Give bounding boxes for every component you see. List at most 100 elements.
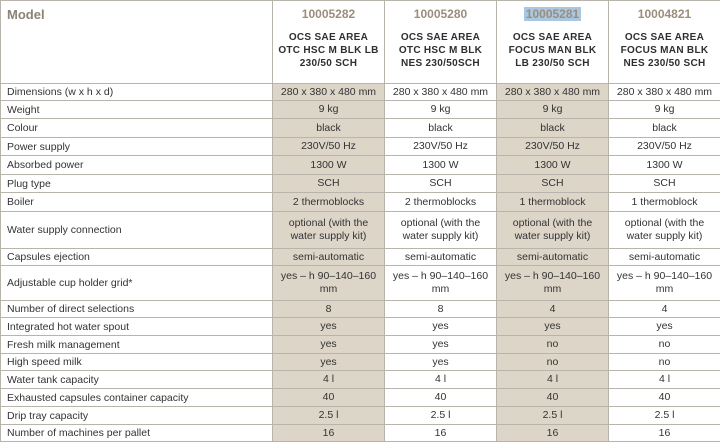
product-name: OCS SAE AREA FOCUS MAN BLK NES 230/50 SC… <box>613 31 716 70</box>
column-header: 10005280 OCS SAE AREA OTC HSC M BLK NES 2… <box>385 1 497 84</box>
cell-value: 1 thermoblock <box>497 193 609 212</box>
cell-value: 230V/50 Hz <box>609 138 720 156</box>
cell-value: yes – h 90–140–160 mm <box>609 266 720 301</box>
cell-value: 4 <box>497 301 609 318</box>
cell-value: 16 <box>497 425 609 442</box>
cell-value: black <box>273 119 385 138</box>
row-label: Adjustable cup holder grid* <box>1 266 273 301</box>
cell-value: 2 thermoblocks <box>273 193 385 212</box>
row-label: Plug type <box>1 175 273 193</box>
cell-value: semi-automatic <box>273 249 385 266</box>
cell-value: 280 x 380 x 480 mm <box>273 84 385 101</box>
cell-value: 4 l <box>385 371 497 389</box>
column-header: 10005281 OCS SAE AREA FOCUS MAN BLK LB 23… <box>497 1 609 84</box>
product-code: 10005280 <box>412 7 469 21</box>
cell-value: 230V/50 Hz <box>273 138 385 156</box>
row-label: Absorbed power <box>1 156 273 175</box>
row-label: Number of machines per pallet <box>1 425 273 442</box>
cell-value: 16 <box>273 425 385 442</box>
row-label: High speed milk <box>1 354 273 371</box>
row-label: Capsules ejection <box>1 249 273 266</box>
cell-value: 230V/50 Hz <box>385 138 497 156</box>
row-label: Number of direct selections <box>1 301 273 318</box>
row-label: Water tank capacity <box>1 371 273 389</box>
product-name: OCS SAE AREA OTC HSC M BLK LB 230/50 SCH <box>277 31 380 70</box>
cell-value: 9 kg <box>385 101 497 119</box>
cell-value: no <box>609 336 720 354</box>
cell-value: SCH <box>609 175 720 193</box>
row-label: Exhausted capsules container capacity <box>1 389 273 407</box>
cell-value: yes <box>385 354 497 371</box>
cell-value: 1300 W <box>497 156 609 175</box>
cell-value: black <box>497 119 609 138</box>
cell-value: yes <box>609 318 720 336</box>
cell-value: 2.5 l <box>385 407 497 425</box>
cell-value: 8 <box>273 301 385 318</box>
cell-value: 230V/50 Hz <box>497 138 609 156</box>
row-label: Weight <box>1 101 273 119</box>
cell-value: 40 <box>385 389 497 407</box>
cell-value: 2 thermoblocks <box>385 193 497 212</box>
cell-value: yes <box>273 336 385 354</box>
product-code: 10005281 <box>524 7 581 21</box>
cell-value: optional (with the water supply kit) <box>385 212 497 249</box>
table-body: Dimensions (w x h x d)280 x 380 x 480 mm… <box>1 84 720 442</box>
cell-value: SCH <box>273 175 385 193</box>
table-row: Dimensions (w x h x d)280 x 380 x 480 mm… <box>1 84 720 101</box>
cell-value: 280 x 380 x 480 mm <box>497 84 609 101</box>
cell-value: 8 <box>385 301 497 318</box>
cell-value: no <box>497 354 609 371</box>
cell-value: 40 <box>497 389 609 407</box>
header-label: Model <box>1 1 273 84</box>
cell-value: yes – h 90–140–160 mm <box>497 266 609 301</box>
cell-value: no <box>609 354 720 371</box>
row-label: Fresh milk management <box>1 336 273 354</box>
cell-value: 9 kg <box>497 101 609 119</box>
product-code: 10005282 <box>300 7 357 21</box>
column-header: 10005282 OCS SAE AREA OTC HSC M BLK LB 23… <box>273 1 385 84</box>
cell-value: yes <box>273 318 385 336</box>
cell-value: 4 <box>609 301 720 318</box>
cell-value: semi-automatic <box>609 249 720 266</box>
header-row: Model 10005282 OCS SAE AREA OTC HSC M BLK… <box>1 1 720 84</box>
cell-value: 2.5 l <box>497 407 609 425</box>
cell-value: yes – h 90–140–160 mm <box>385 266 497 301</box>
cell-value: 16 <box>609 425 720 442</box>
cell-value: black <box>385 119 497 138</box>
cell-value: 9 kg <box>273 101 385 119</box>
row-label: Water supply connection <box>1 212 273 249</box>
cell-value: semi-automatic <box>497 249 609 266</box>
row-label: Power supply <box>1 138 273 156</box>
cell-value: optional (with the water supply kit) <box>497 212 609 249</box>
cell-value: yes <box>385 318 497 336</box>
row-label: Boiler <box>1 193 273 212</box>
cell-value: 4 l <box>497 371 609 389</box>
product-name: OCS SAE AREA OTC HSC M BLK NES 230/50SCH <box>389 31 492 70</box>
cell-value: 16 <box>385 425 497 442</box>
cell-value: no <box>497 336 609 354</box>
cell-value: 4 l <box>273 371 385 389</box>
cell-value: 2.5 l <box>273 407 385 425</box>
cell-value: yes <box>497 318 609 336</box>
cell-value: 280 x 380 x 480 mm <box>385 84 497 101</box>
cell-value: 9 kg <box>609 101 720 119</box>
cell-value: optional (with the water supply kit) <box>273 212 385 249</box>
cell-value: SCH <box>497 175 609 193</box>
cell-value: 4 l <box>609 371 720 389</box>
cell-value: optional (with the water supply kit) <box>609 212 720 249</box>
product-name: OCS SAE AREA FOCUS MAN BLK LB 230/50 SCH <box>501 31 604 70</box>
